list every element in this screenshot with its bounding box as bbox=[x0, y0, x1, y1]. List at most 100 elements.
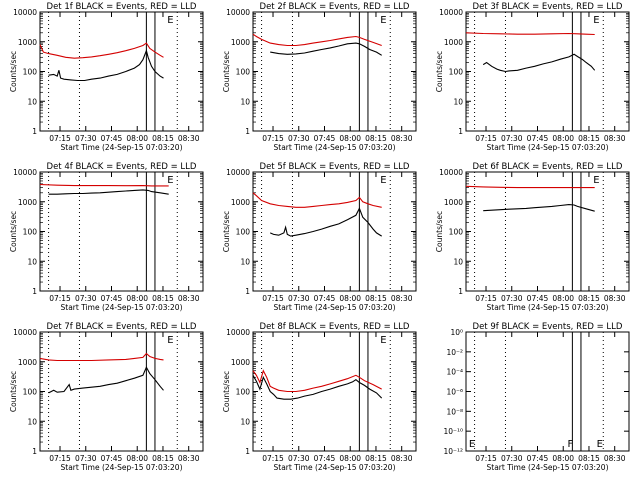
y-tick-label: 1 bbox=[458, 127, 463, 136]
y-tick-label: 1000 bbox=[444, 38, 463, 47]
x-tick-label: 08:15 bbox=[365, 134, 387, 143]
x-tick-label: 08:15 bbox=[365, 454, 387, 463]
x-tick-label: 07:45 bbox=[314, 454, 336, 463]
y-axis-label: Counts/sec bbox=[435, 51, 444, 92]
events-series-line bbox=[482, 53, 596, 73]
flag-marker-e: E bbox=[167, 15, 173, 26]
events-series-line bbox=[483, 204, 595, 212]
x-tick-label: 07:30 bbox=[75, 454, 97, 463]
x-tick-label: 07:15 bbox=[49, 134, 71, 143]
y-tick-label: 10 bbox=[27, 417, 37, 426]
events-series-line bbox=[48, 189, 169, 195]
panel-4f: Det 4f BLACK = Events, RED = LLD 1 10 100 10… bbox=[9, 162, 204, 312]
y-tick-label: 1000 bbox=[18, 358, 37, 367]
x-tick-label: 07:45 bbox=[101, 294, 123, 303]
y-tick-label: 1 bbox=[245, 287, 250, 296]
y-tick-label: 1000 bbox=[231, 38, 250, 47]
x-tick-label: 07:45 bbox=[101, 454, 123, 463]
x-tick-label: 08:30 bbox=[391, 294, 413, 303]
events-series-line bbox=[252, 375, 383, 400]
x-tick-label: 07:30 bbox=[288, 454, 310, 463]
panel-title: Det 5f BLACK = Events, RED = LLD bbox=[260, 162, 410, 172]
y-tick-label: 10⁰ bbox=[450, 328, 463, 337]
x-tick-label: 07:30 bbox=[288, 294, 310, 303]
x-tick-label: 08:30 bbox=[604, 294, 626, 303]
x-tick-label: 08:00 bbox=[339, 134, 361, 143]
y-axis-label: Counts/sec bbox=[435, 211, 444, 252]
x-tick-label: 08:15 bbox=[152, 134, 174, 143]
plot-frame bbox=[252, 11, 417, 132]
y-tick-label: 10⁻¹⁰ bbox=[443, 427, 463, 436]
y-tick-label: 10⁻¹² bbox=[443, 447, 463, 456]
y-axis-label: Counts/sec bbox=[222, 51, 231, 92]
x-tick-label: 08:00 bbox=[552, 294, 574, 303]
x-tick-label: 07:45 bbox=[527, 134, 549, 143]
x-tick-label: 07:30 bbox=[501, 294, 523, 303]
y-tick-label: 10 bbox=[27, 97, 37, 106]
lld-series-line bbox=[39, 352, 164, 362]
x-tick-label: 08:15 bbox=[365, 294, 387, 303]
panel-5f: Det 5f BLACK = Events, RED = LLD 1 10 100 10… bbox=[222, 162, 417, 312]
x-axis-label: Start Time (24-Sep-15 07:03:20) bbox=[274, 463, 396, 472]
y-tick-label: 10 bbox=[240, 97, 250, 106]
x-tick-label: 07:15 bbox=[475, 294, 497, 303]
y-tick-label: 1 bbox=[458, 287, 463, 296]
x-tick-label: 07:15 bbox=[262, 454, 284, 463]
x-tick-label: 08:00 bbox=[552, 454, 574, 463]
y-tick-label: 10000 bbox=[439, 8, 463, 17]
x-axis-label: Start Time (24-Sep-15 07:03:20) bbox=[61, 303, 183, 312]
x-tick-label: 08:00 bbox=[126, 134, 148, 143]
plot-frame bbox=[465, 171, 630, 292]
flag-marker-e: E bbox=[469, 439, 475, 450]
x-tick-label: 08:30 bbox=[391, 134, 413, 143]
y-tick-label: 10 bbox=[240, 257, 250, 266]
plot-frame bbox=[39, 11, 204, 132]
x-tick-label: 07:45 bbox=[527, 454, 549, 463]
y-tick-label: 10⁻⁴ bbox=[446, 368, 463, 377]
y-tick-label: 1000 bbox=[444, 198, 463, 207]
x-tick-label: 07:15 bbox=[475, 134, 497, 143]
y-tick-label: 10⁻⁸ bbox=[446, 407, 463, 416]
x-tick-label: 08:30 bbox=[604, 134, 626, 143]
x-tick-label: 07:45 bbox=[101, 134, 123, 143]
panel-title: Det 1f BLACK = Events, RED = LLD bbox=[47, 2, 197, 12]
y-axis-label: Counts/sec bbox=[9, 211, 18, 252]
y-tick-label: 10000 bbox=[226, 328, 250, 337]
panel-8f: Det 8f BLACK = Events, RED = LLD 1 10 100 10… bbox=[222, 322, 417, 472]
y-tick-label: 10000 bbox=[13, 328, 37, 337]
y-tick-label: 1000 bbox=[18, 38, 37, 47]
x-tick-label: 08:15 bbox=[152, 454, 174, 463]
y-tick-label: 100 bbox=[449, 228, 464, 237]
y-tick-label: 1000 bbox=[18, 198, 37, 207]
plot-frame bbox=[39, 171, 204, 292]
x-tick-label: 08:30 bbox=[178, 134, 200, 143]
y-tick-label: 100 bbox=[236, 68, 251, 77]
y-tick-label: 100 bbox=[449, 68, 464, 77]
y-tick-label: 10000 bbox=[226, 168, 250, 177]
y-tick-label: 10 bbox=[453, 257, 463, 266]
x-tick-label: 08:15 bbox=[578, 134, 600, 143]
x-tick-label: 08:15 bbox=[578, 454, 600, 463]
panel-9f: Det 9f BLACK = Events, RED = LLD 10⁻¹² 10⁻… bbox=[443, 322, 630, 472]
x-tick-label: 08:30 bbox=[391, 454, 413, 463]
x-axis-label: Start Time (24-Sep-15 07:03:20) bbox=[274, 303, 396, 312]
x-tick-label: 08:30 bbox=[604, 454, 626, 463]
y-tick-label: 1 bbox=[245, 447, 250, 456]
y-tick-label: 10 bbox=[240, 417, 250, 426]
x-tick-label: 08:15 bbox=[152, 294, 174, 303]
panel-title: Det 3f BLACK = Events, RED = LLD bbox=[473, 2, 623, 12]
y-tick-label: 1 bbox=[32, 287, 37, 296]
panel-title: Det 2f BLACK = Events, RED = LLD bbox=[260, 2, 410, 12]
x-axis-label: Start Time (24-Sep-15 07:03:20) bbox=[61, 143, 183, 152]
lld-series-line bbox=[465, 32, 595, 36]
events-series-line bbox=[48, 366, 164, 394]
x-tick-label: 08:30 bbox=[178, 454, 200, 463]
flag-marker-e: E bbox=[167, 175, 173, 186]
lld-series-line bbox=[465, 185, 595, 189]
x-tick-label: 08:00 bbox=[552, 134, 574, 143]
panel-title: Det 9f BLACK = Events, RED = LLD bbox=[473, 322, 623, 332]
x-tick-label: 07:30 bbox=[501, 134, 523, 143]
flag-marker-e: E bbox=[167, 335, 173, 346]
y-axis-label: Counts/sec bbox=[222, 371, 231, 412]
x-tick-label: 07:15 bbox=[262, 294, 284, 303]
